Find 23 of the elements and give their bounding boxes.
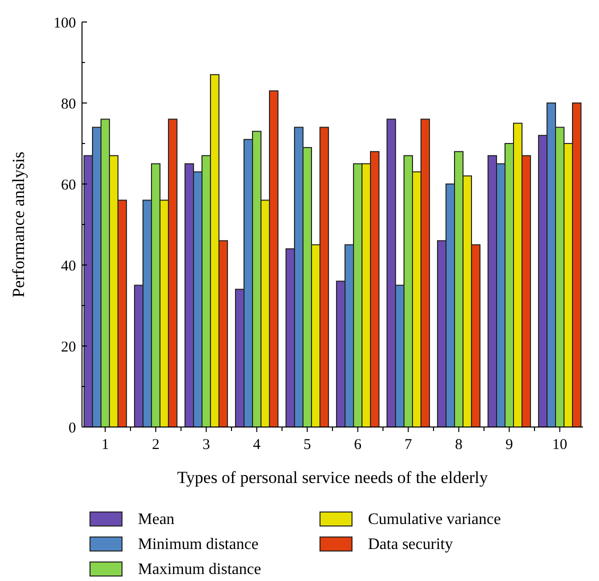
x-tick-label: 3 — [202, 437, 210, 453]
y-tick-label: 20 — [61, 339, 76, 356]
x-tick-label: 5 — [304, 437, 311, 453]
x-tick-label: 7 — [404, 437, 413, 453]
legend-label: Minimum distance — [138, 536, 258, 553]
x-tick-label: 4 — [252, 437, 261, 453]
x-tick-label: 1 — [101, 437, 109, 453]
legend-label: Cumulative variance — [368, 511, 501, 528]
legend-label: Maximum distance — [138, 561, 262, 578]
y-tick-label: 80 — [61, 96, 76, 112]
y-tick-label: 100 — [54, 15, 76, 32]
y-axis-title: Performance analysis — [9, 152, 28, 298]
x-tick-label: 9 — [506, 437, 514, 453]
y-tick-label: 40 — [61, 258, 76, 274]
x-tick-label: 10 — [552, 437, 568, 453]
x-axis-title: Types of personal service needs of the elderly — [177, 468, 488, 487]
legend-label: Data security — [368, 536, 453, 553]
y-tick-label: 0 — [68, 420, 76, 436]
legend-label: Mean — [138, 511, 174, 528]
x-tick-label: 6 — [354, 437, 362, 453]
x-tick-label: 2 — [152, 437, 160, 453]
y-tick-label: 60 — [61, 177, 76, 194]
x-tick-label: 8 — [455, 437, 463, 453]
